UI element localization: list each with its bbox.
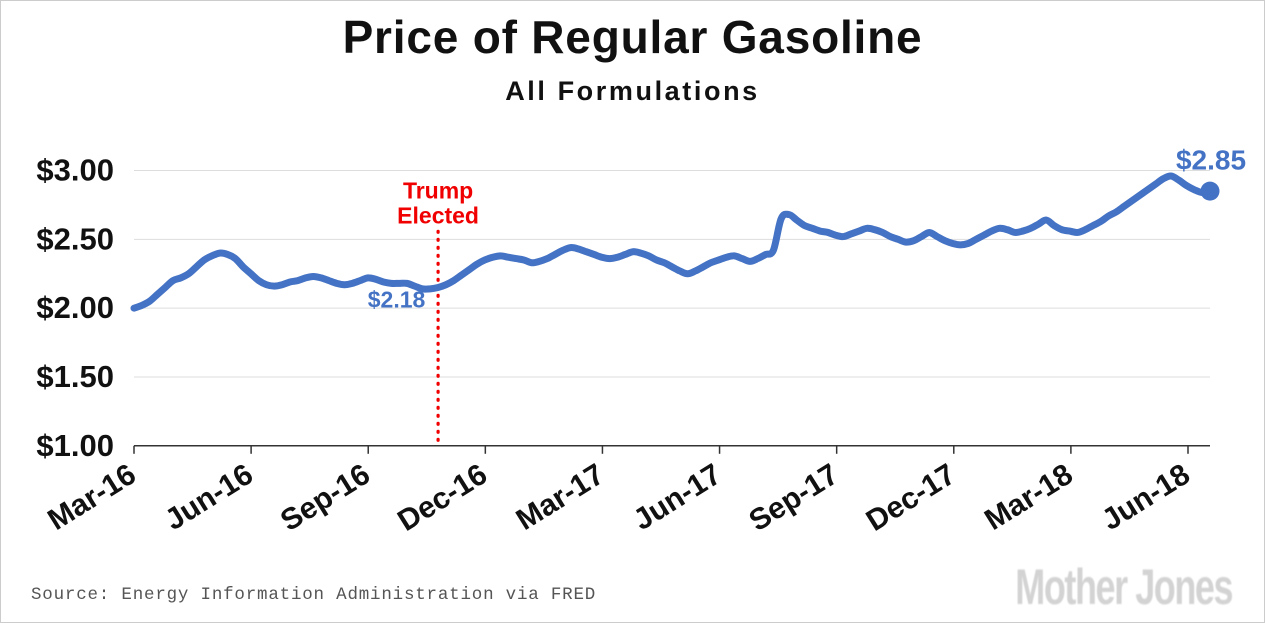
- svg-text:Dec-16: Dec-16: [392, 458, 493, 538]
- svg-text:$1.00: $1.00: [36, 428, 114, 463]
- svg-text:Jun-16: Jun-16: [159, 458, 258, 537]
- svg-text:Jun-18: Jun-18: [1096, 458, 1195, 537]
- svg-text:Trump: Trump: [403, 177, 473, 203]
- svg-text:$2.50: $2.50: [36, 221, 114, 256]
- svg-text:Mar-18: Mar-18: [979, 458, 1079, 537]
- svg-text:Dec-17: Dec-17: [861, 458, 962, 538]
- svg-text:$2.85: $2.85: [1176, 145, 1246, 176]
- svg-text:Sep-16: Sep-16: [275, 458, 376, 538]
- svg-text:$3.00: $3.00: [36, 153, 114, 188]
- svg-text:Mar-16: Mar-16: [42, 458, 142, 537]
- svg-text:Elected: Elected: [397, 203, 479, 229]
- svg-text:Mar-17: Mar-17: [511, 458, 611, 537]
- svg-text:$1.50: $1.50: [36, 359, 114, 394]
- svg-text:$2.00: $2.00: [36, 290, 114, 325]
- svg-text:Jun-17: Jun-17: [628, 458, 727, 537]
- svg-text:Sep-17: Sep-17: [743, 458, 844, 538]
